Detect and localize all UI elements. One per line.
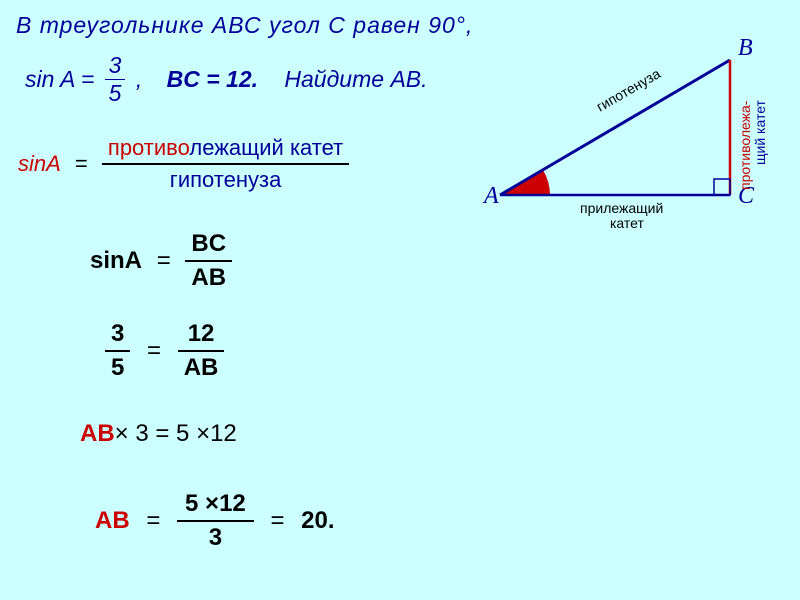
- sub-r-num: 12: [178, 320, 225, 352]
- bc-equals: BC = 12.: [167, 66, 258, 93]
- formula-sin-definition: sinA = противолежащий катет гипотенуза: [18, 135, 349, 193]
- problem-statement-line1: В треугольнике АВС угол С равен 90°,: [16, 12, 473, 39]
- right-angle-marker: [714, 179, 730, 195]
- problem-statement-line2: sin A = 3 5 , BC = 12. Найдите АВ.: [25, 52, 428, 107]
- sin-a-denominator: 5: [105, 80, 126, 107]
- def-denominator: гипотенуза: [102, 165, 349, 193]
- sin-a-label: sin A =: [25, 66, 94, 93]
- vertex-a-label: A: [482, 183, 499, 209]
- sin-a-numerator: 3: [105, 52, 126, 80]
- adjacent-label-1: прилежащий: [580, 200, 663, 216]
- adjacent-label-2: катет: [610, 215, 644, 231]
- vertex-b-label: B: [738, 35, 753, 61]
- cross-rest: × 3 = 5 ×12: [115, 420, 237, 447]
- find-ab: Найдите АВ.: [284, 66, 427, 93]
- opposite-label-2: щий катет: [752, 99, 768, 165]
- side-ab-hypotenuse: [500, 60, 730, 195]
- sub-l-den: 5: [105, 352, 130, 382]
- formula-substitution: 3 5 = 12 AB: [105, 320, 224, 382]
- triangle-diagram: A B C гипотенуза прилежащий катет против…: [470, 20, 790, 250]
- ab-den: AB: [185, 262, 232, 292]
- formula-bc-over-ab: sinA = BC AB: [90, 230, 232, 292]
- ans-den: 3: [177, 522, 254, 552]
- ans-result: 20.: [301, 507, 334, 535]
- ans-num: 5 ×12: [177, 490, 254, 522]
- comma: ,: [136, 66, 142, 93]
- ab-answer: AB: [95, 507, 130, 535]
- formula-answer: AB = 5 ×12 3 = 20.: [95, 490, 335, 552]
- bc-num: BC: [185, 230, 232, 262]
- ab-cross: AB: [80, 420, 115, 447]
- def-num-part2: лежащий катет: [189, 135, 343, 160]
- hypotenuse-label: гипотенуза: [594, 65, 664, 114]
- sub-r-den: AB: [178, 352, 225, 382]
- sin-a-lhs2: sinA: [90, 247, 142, 275]
- def-num-part1: противо: [108, 135, 189, 160]
- formula-cross-multiply: AB× 3 = 5 ×12: [80, 420, 237, 448]
- sub-l-num: 3: [105, 320, 130, 352]
- opposite-label-1: противолежа-: [737, 100, 753, 190]
- sin-a-lhs: sinA: [18, 151, 61, 177]
